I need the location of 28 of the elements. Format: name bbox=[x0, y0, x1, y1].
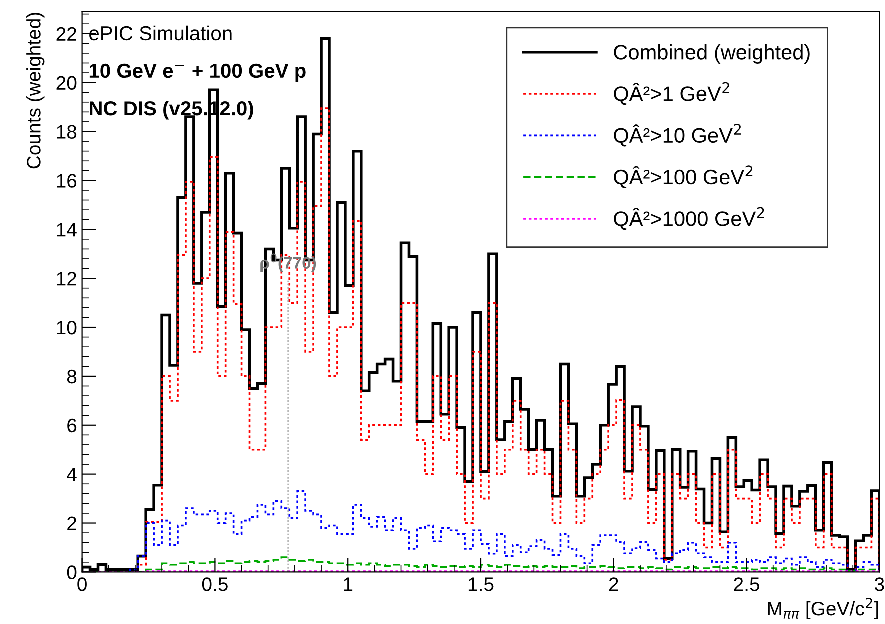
x-axis-title: M$_{ππ}$ [GeV/c$^{2}$] bbox=[768, 598, 878, 620]
y-tick-label: 18 bbox=[57, 125, 77, 139]
y-tick-label: 14 bbox=[57, 223, 77, 237]
y-tick-label: 16 bbox=[57, 174, 77, 188]
legend-label: QÂ²>100 GeV$^{2}$ bbox=[614, 166, 753, 188]
x-tick-label: 1.5 bbox=[468, 578, 494, 592]
x-tick-label: 2.5 bbox=[734, 578, 760, 592]
annotation: ePIC Simulation bbox=[90, 26, 232, 41]
x-tick-label: 0.5 bbox=[202, 578, 228, 592]
legend-label: QÂ²>10 GeV$^{2}$ bbox=[614, 124, 742, 147]
x-tick-label: 1 bbox=[344, 578, 353, 592]
y-tick-label: 6 bbox=[68, 418, 77, 433]
x-tick-label: 2 bbox=[609, 578, 618, 592]
legend-label: QÂ²>1000 GeV$^{2}$ bbox=[614, 207, 764, 230]
x-tick-label: 0 bbox=[78, 578, 87, 592]
y-tick-label: 2 bbox=[68, 516, 76, 530]
y-tick-label: 8 bbox=[67, 370, 77, 384]
legend-label: Combined (weighted) bbox=[614, 44, 810, 64]
y-tick-label: 4 bbox=[67, 468, 77, 482]
legend-label: QÂ²>1 GeV$^{2}$ bbox=[614, 82, 730, 106]
y-axis-title: Counts (weighted) bbox=[26, 13, 45, 169]
y-tick-label: 20 bbox=[56, 76, 77, 90]
y-tick-label: 12 bbox=[57, 272, 76, 286]
x-tick-label: 3 bbox=[875, 578, 884, 592]
annotation: 10 GeV e$^{−}$ + 100 GeV p bbox=[90, 64, 306, 82]
y-tick-label: 10 bbox=[57, 320, 77, 335]
y-tick-label: 0 bbox=[67, 566, 77, 580]
y-tick-label: 22 bbox=[56, 27, 76, 41]
